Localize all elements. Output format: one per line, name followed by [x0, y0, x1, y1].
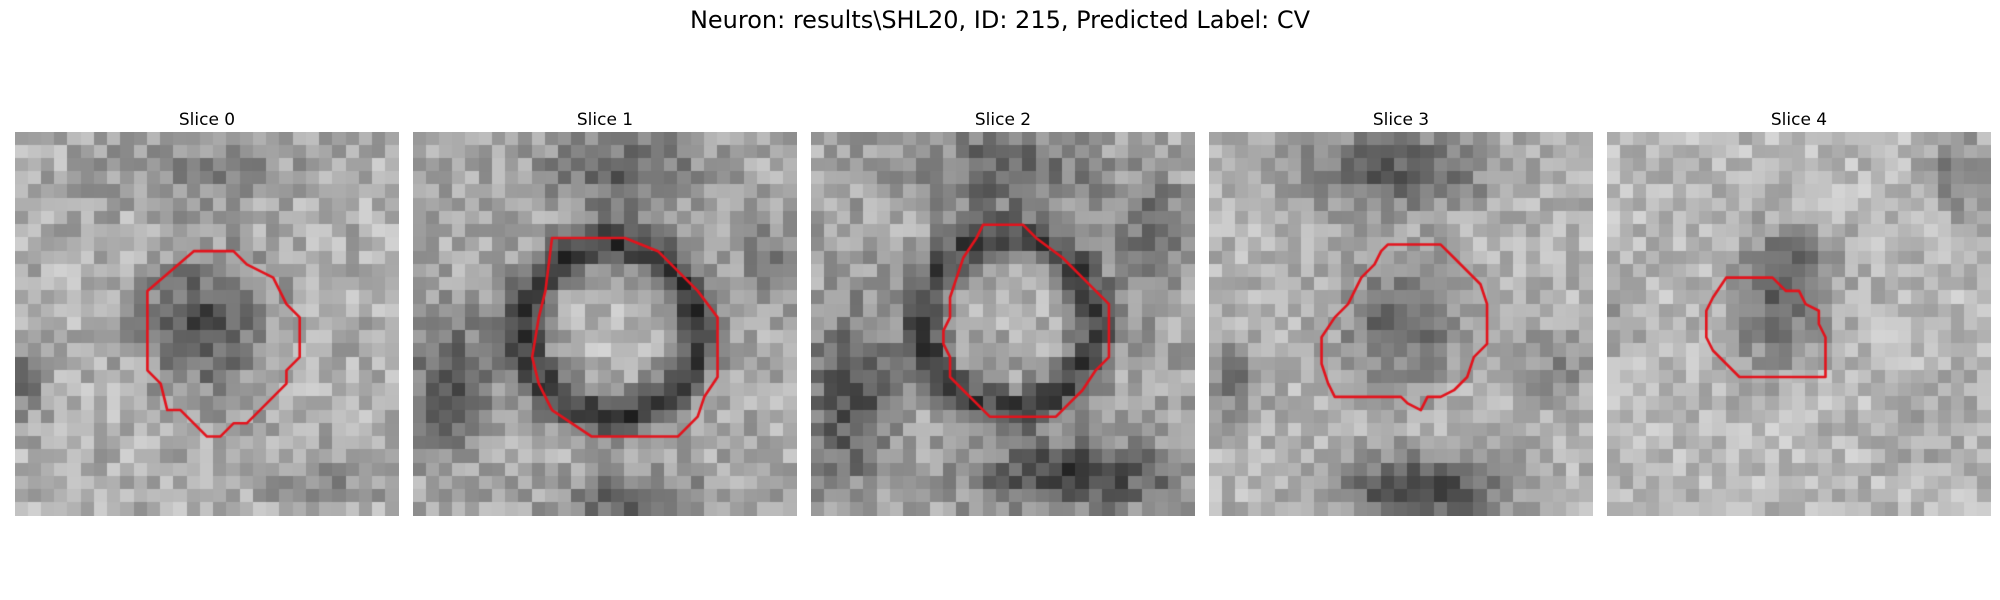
slice-image [15, 132, 399, 516]
slice-title: Slice 2 [811, 108, 1195, 132]
slice-image [1209, 132, 1593, 516]
slice-panel-4: Slice 4 [1607, 108, 1991, 516]
slice-panel-1: Slice 1 [413, 108, 797, 516]
slice-panel-0: Slice 0 [15, 108, 399, 516]
figure-title: Neuron: results\SHL20, ID: 215, Predicte… [0, 6, 2000, 34]
slice-panel-2: Slice 2 [811, 108, 1195, 516]
slice-title: Slice 3 [1209, 108, 1593, 132]
slice-title: Slice 0 [15, 108, 399, 132]
slice-image [811, 132, 1195, 516]
slice-image [413, 132, 797, 516]
slice-title: Slice 1 [413, 108, 797, 132]
slice-image [1607, 132, 1991, 516]
slice-panel-3: Slice 3 [1209, 108, 1593, 516]
slice-title: Slice 4 [1607, 108, 1991, 132]
